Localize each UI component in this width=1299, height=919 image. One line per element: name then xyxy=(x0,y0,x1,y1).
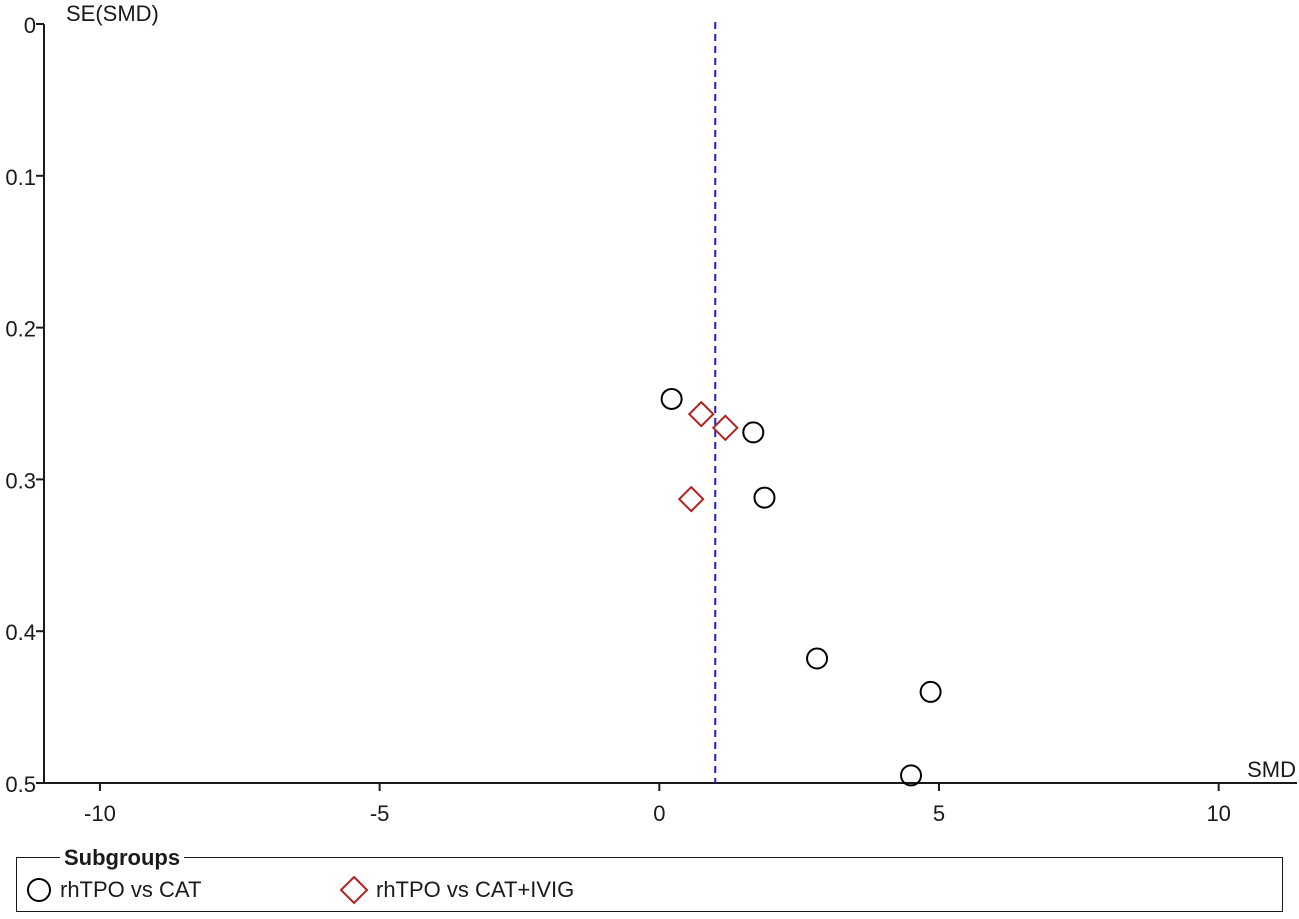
point-circle xyxy=(660,387,683,410)
y-tick-label: 0.4 xyxy=(5,620,36,645)
point-circle xyxy=(806,647,829,670)
point-diamond xyxy=(687,400,715,428)
legend xyxy=(16,857,1283,912)
y-tick-label: 0.5 xyxy=(5,772,36,797)
x-axis-title: SMD xyxy=(1247,757,1296,782)
x-tick-label: -10 xyxy=(84,801,116,826)
y-tick-label: 0.2 xyxy=(5,317,36,342)
x-tick-label: -5 xyxy=(370,801,390,826)
y-axis-title: SE(SMD) xyxy=(66,1,159,26)
point-circle xyxy=(919,680,942,703)
point-diamond xyxy=(711,414,739,442)
x-tick-label: 5 xyxy=(933,801,945,826)
legend-circle-marker xyxy=(27,878,51,902)
point-circle xyxy=(742,421,765,444)
x-tick-label: 0 xyxy=(653,801,665,826)
y-tick-label: 0.1 xyxy=(5,165,36,190)
x-tick-label: 10 xyxy=(1206,801,1230,826)
legend-title: Subgroups xyxy=(60,845,185,871)
legend-diamond-marker xyxy=(339,875,369,905)
point-circle xyxy=(900,764,923,787)
point-circle xyxy=(753,486,776,509)
data-points xyxy=(660,387,942,787)
legend-label-circle: rhTPO vs CAT xyxy=(60,877,202,902)
legend-label-diamond: rhTPO vs CAT+IVIG xyxy=(376,877,575,902)
legend-item-diamond: rhTPO vs CAT+IVIG xyxy=(338,873,574,907)
axes: 0 0.1 0.2 0.3 0.4 0.5 -10 -5 0 5 10 xyxy=(5,13,1297,826)
point-diamond xyxy=(677,485,705,513)
y-tick-label: 0.3 xyxy=(5,468,36,493)
legend-item-circle: rhTPO vs CAT xyxy=(24,873,201,907)
y-tick-label: 0 xyxy=(24,13,36,38)
